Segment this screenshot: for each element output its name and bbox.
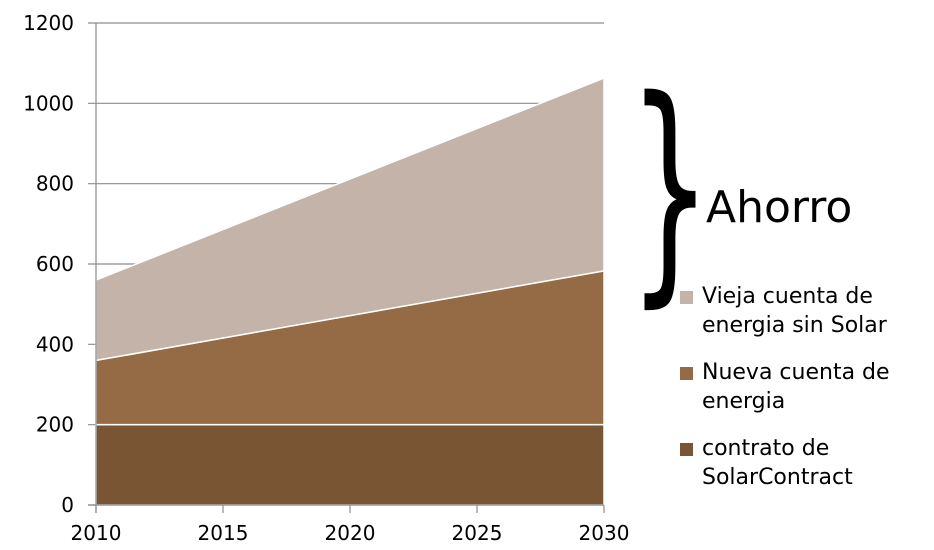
y-tick-label-1000: 1000 xyxy=(23,91,74,115)
x-tick-label-2015: 2015 xyxy=(198,521,249,545)
legend-label: Nueva cuenta de energia xyxy=(702,360,890,414)
x-tick-label-2010: 2010 xyxy=(71,521,122,545)
legend: Vieja cuenta de energia sin Solar Nueva c… xyxy=(680,282,930,510)
x-tick-label-2020: 2020 xyxy=(325,521,376,545)
y-tick-label-1200: 1200 xyxy=(23,11,74,35)
y-tick-label-400: 400 xyxy=(36,332,74,356)
legend-swatch xyxy=(680,443,693,456)
axes xyxy=(88,23,605,513)
area-series-0 xyxy=(95,423,605,506)
savings-annotation: Ahorro xyxy=(706,182,853,233)
y-tick-label-800: 800 xyxy=(36,172,74,196)
legend-swatch xyxy=(680,291,693,304)
legend-item: contrato de SolarContract xyxy=(680,434,930,492)
x-tick-labels: 2010 2015 2020 2025 2030 xyxy=(71,521,630,545)
y-tick-label-600: 600 xyxy=(36,252,74,276)
y-tick-label-200: 200 xyxy=(36,413,74,437)
legend-item: Nueva cuenta de energia xyxy=(680,358,930,416)
legend-swatch xyxy=(680,367,693,380)
stacked-areas xyxy=(95,76,605,506)
legend-label: Vieja cuenta de energia sin Solar xyxy=(702,284,887,338)
legend-label: contrato de SolarContract xyxy=(702,436,853,490)
x-tick-label-2030: 2030 xyxy=(579,521,630,545)
legend-item: Vieja cuenta de energia sin Solar xyxy=(680,282,930,340)
savings-brace-icon: } xyxy=(628,48,712,328)
y-tick-label-0: 0 xyxy=(61,493,74,517)
y-tick-labels: 0 200 400 600 800 1000 1200 xyxy=(23,11,74,517)
x-tick-label-2025: 2025 xyxy=(452,521,503,545)
